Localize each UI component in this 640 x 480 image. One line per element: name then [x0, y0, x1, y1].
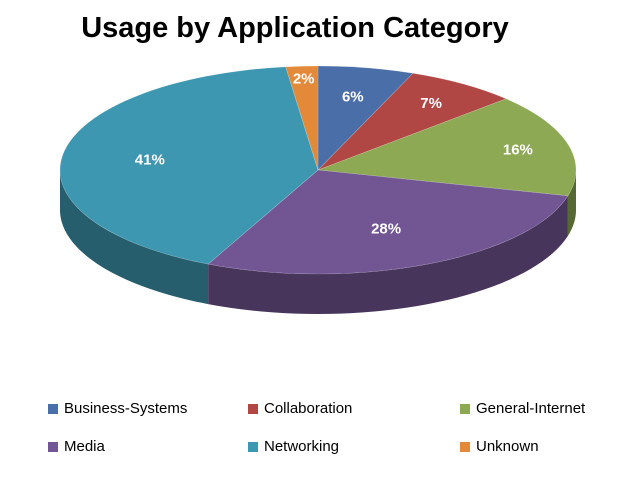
data-label-business-systems: 6%: [342, 88, 364, 105]
pie-slice-collaboration: [317, 72, 507, 171]
legend-label: General-Internet: [476, 400, 586, 417]
pie-slices: [59, 65, 577, 275]
legend-item-business-systems: Business-Systems: [48, 400, 187, 417]
data-label-collaboration: 7%: [420, 95, 442, 112]
pie-data-labels: 6% 7% 16% 28% 41% 2%: [135, 71, 533, 238]
data-label-networking: 41%: [135, 151, 165, 168]
legend-label: Collaboration: [264, 400, 353, 417]
legend-swatch: [460, 403, 470, 414]
pie-slice-media: [207, 169, 569, 275]
pie-slice-unknown: [285, 65, 319, 171]
pie-side-general-internet: [567, 170, 576, 236]
chart-title: Usage by Application Category: [81, 12, 509, 44]
data-label-general-internet: 16%: [503, 141, 533, 158]
legend-swatch: [460, 441, 470, 452]
legend-item-collaboration: Collaboration: [248, 400, 352, 417]
legend-item-media: Media: [48, 438, 105, 455]
legend-swatch: [248, 403, 258, 414]
pie-slice-networking: [59, 66, 319, 265]
pie-plot-area: 6% 7% 16% 28% 41% 2%: [59, 65, 577, 314]
legend-label: Unknown: [476, 438, 539, 455]
legend-swatch: [48, 403, 58, 414]
legend-label: Networking: [264, 438, 340, 455]
pie-slice-general-internet: [317, 98, 577, 197]
legend-swatch: [248, 441, 258, 452]
legend-swatch: [48, 441, 58, 452]
legend-item-unknown: Unknown: [460, 438, 539, 455]
data-label-unknown: 2%: [293, 71, 315, 88]
legend-label: Business-Systems: [64, 400, 188, 417]
legend-item-general-internet: General-Internet: [460, 400, 585, 417]
pie-side-walls: [60, 170, 576, 314]
pie-slice-business-systems: [317, 65, 414, 171]
data-label-media: 28%: [371, 220, 401, 237]
pie-side-networking: [60, 170, 209, 305]
pie-side-media: [208, 195, 568, 314]
legend-label: Media: [64, 438, 105, 455]
legend-item-networking: Networking: [248, 438, 339, 455]
